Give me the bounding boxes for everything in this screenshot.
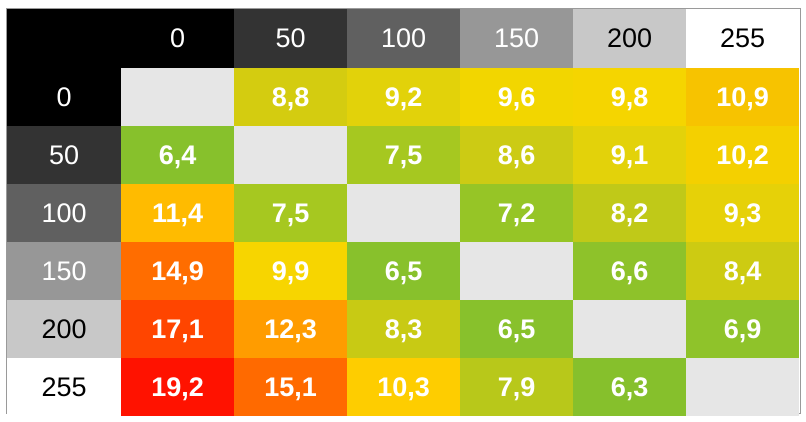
heatmap-cell: 9,3 — [686, 184, 799, 242]
row-header: 50 — [7, 126, 121, 184]
row-header: 200 — [7, 300, 121, 358]
column-header: 150 — [460, 9, 573, 68]
heatmap-cell: 7,5 — [347, 126, 460, 184]
heatmap-cell: 8,8 — [234, 68, 347, 126]
corner-cell — [7, 9, 121, 68]
diagonal-cell — [121, 68, 234, 126]
column-header: 50 — [234, 9, 347, 68]
column-header: 100 — [347, 9, 460, 68]
heatmap-cell: 8,3 — [347, 300, 460, 358]
heatmap-cell: 11,4 — [121, 184, 234, 242]
heatmap-cell: 8,4 — [686, 242, 799, 300]
heatmap-cell: 12,3 — [234, 300, 347, 358]
diagonal-cell — [347, 184, 460, 242]
column-header: 255 — [686, 9, 799, 68]
heatmap-cell: 7,2 — [460, 184, 573, 242]
heatmap-cell: 10,2 — [686, 126, 799, 184]
heatmap-cell: 6,4 — [121, 126, 234, 184]
heatmap-cell: 9,2 — [347, 68, 460, 126]
row-header: 255 — [7, 358, 121, 416]
diagonal-cell — [234, 126, 347, 184]
diagonal-cell — [460, 242, 573, 300]
heatmap-cell: 9,9 — [234, 242, 347, 300]
heatmap-cell: 9,6 — [460, 68, 573, 126]
column-header: 200 — [573, 9, 686, 68]
heatmap-cell: 19,2 — [121, 358, 234, 416]
heatmap-cell: 7,5 — [234, 184, 347, 242]
heatmap-cell: 9,1 — [573, 126, 686, 184]
heatmap-cell: 6,3 — [573, 358, 686, 416]
heatmap-cell: 10,3 — [347, 358, 460, 416]
heatmap-cell: 6,6 — [573, 242, 686, 300]
row-header: 0 — [7, 68, 121, 126]
row-header: 100 — [7, 184, 121, 242]
heatmap-cell: 6,5 — [460, 300, 573, 358]
diagonal-cell — [686, 358, 799, 416]
heatmap-cell: 8,2 — [573, 184, 686, 242]
heatmap-cell: 7,9 — [460, 358, 573, 416]
column-header: 0 — [121, 9, 234, 68]
heatmap-cell: 9,8 — [573, 68, 686, 126]
heatmap-cell: 8,6 — [460, 126, 573, 184]
row-header: 150 — [7, 242, 121, 300]
heatmap-table: 0 50 100 150 200 255 0 8,8 9,2 9,6 9,8 10,9 50 6,4 7,5… — [6, 8, 801, 416]
heatmap-cell: 17,1 — [121, 300, 234, 358]
heatmap-cell: 6,9 — [686, 300, 799, 358]
heatmap-cell: 10,9 — [686, 68, 799, 126]
heatmap-cell: 15,1 — [234, 358, 347, 416]
heatmap-cell: 6,5 — [347, 242, 460, 300]
heatmap-cell: 14,9 — [121, 242, 234, 300]
diagonal-cell — [573, 300, 686, 358]
